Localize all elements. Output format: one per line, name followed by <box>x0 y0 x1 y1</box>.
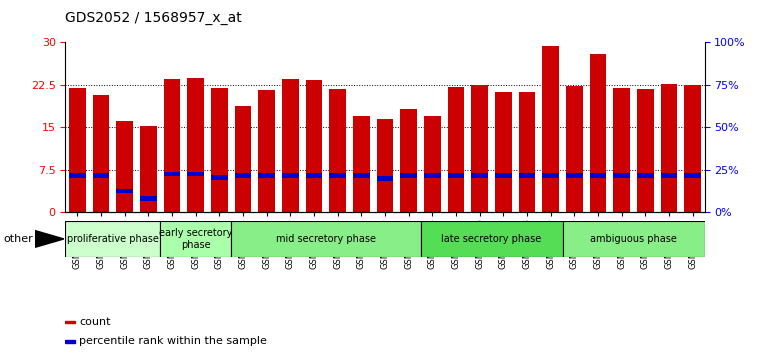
Text: count: count <box>79 317 110 327</box>
Bar <box>282 79 299 212</box>
Bar <box>69 173 85 178</box>
Bar <box>685 173 701 178</box>
Bar <box>519 92 535 212</box>
Bar <box>140 196 156 200</box>
Bar <box>590 173 606 178</box>
Bar <box>614 88 630 212</box>
Bar <box>471 173 488 178</box>
Bar <box>400 173 417 178</box>
Bar <box>65 321 75 324</box>
Bar <box>160 221 231 257</box>
Bar <box>519 173 535 178</box>
Text: early secretory
phase: early secretory phase <box>159 228 233 250</box>
Bar <box>590 54 606 212</box>
Bar <box>637 89 654 212</box>
Bar <box>140 126 156 212</box>
Bar <box>306 173 323 178</box>
Bar <box>400 109 417 212</box>
Bar <box>306 80 323 212</box>
Text: GDS2052 / 1568957_x_at: GDS2052 / 1568957_x_at <box>65 11 243 25</box>
Bar <box>424 116 440 212</box>
Bar <box>187 78 204 212</box>
Bar <box>377 119 393 212</box>
Bar <box>353 116 370 212</box>
Bar <box>661 84 678 212</box>
Bar <box>661 173 678 178</box>
Bar <box>495 173 511 178</box>
Bar <box>447 173 464 178</box>
Bar <box>164 172 180 176</box>
Bar <box>330 90 346 212</box>
Bar <box>447 87 464 212</box>
Bar <box>92 95 109 212</box>
Polygon shape <box>35 230 64 247</box>
Bar <box>65 221 160 257</box>
Bar <box>637 173 654 178</box>
Bar <box>65 340 75 343</box>
Bar <box>164 79 180 212</box>
Bar <box>231 221 420 257</box>
Bar <box>69 88 85 212</box>
Bar <box>116 121 133 212</box>
Bar <box>235 173 251 178</box>
Text: ambiguous phase: ambiguous phase <box>590 234 677 244</box>
Bar <box>542 46 559 212</box>
Text: proliferative phase: proliferative phase <box>67 234 159 244</box>
Text: percentile rank within the sample: percentile rank within the sample <box>79 336 266 346</box>
Text: other: other <box>4 234 34 244</box>
Bar <box>563 221 705 257</box>
Bar <box>420 221 563 257</box>
Bar <box>424 173 440 178</box>
Bar <box>116 189 133 193</box>
Text: mid secretory phase: mid secretory phase <box>276 234 376 244</box>
Bar <box>542 173 559 178</box>
Text: late secretory phase: late secretory phase <box>441 234 541 244</box>
Bar <box>211 175 228 179</box>
Bar <box>377 176 393 181</box>
Bar <box>495 92 511 212</box>
Bar <box>211 88 228 212</box>
Bar <box>92 173 109 178</box>
Bar <box>614 173 630 178</box>
Bar <box>330 173 346 178</box>
Bar <box>187 172 204 176</box>
Bar <box>235 106 251 212</box>
Bar <box>685 85 701 212</box>
Bar <box>282 173 299 178</box>
Bar <box>471 85 488 212</box>
Bar <box>566 86 583 212</box>
Bar <box>353 173 370 178</box>
Bar <box>259 90 275 212</box>
Bar <box>259 173 275 178</box>
Bar <box>566 173 583 178</box>
